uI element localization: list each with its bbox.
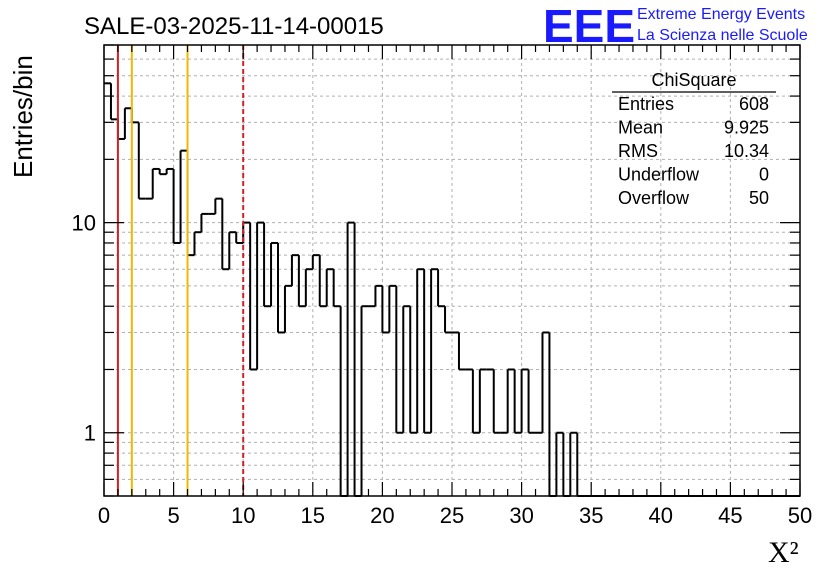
x-tick-label: 20 bbox=[370, 503, 394, 528]
y-axis-label: Entries/bin bbox=[8, 55, 38, 178]
stats-label: RMS bbox=[618, 141, 658, 161]
x-tick-label: 30 bbox=[509, 503, 533, 528]
y-tick-label: 10 bbox=[72, 211, 96, 236]
logo-letters: EEE bbox=[543, 0, 635, 52]
stats-value: 9.925 bbox=[724, 118, 769, 138]
stats-label: Underflow bbox=[618, 165, 700, 185]
logo-line-1: Extreme Energy Events bbox=[637, 6, 805, 23]
logo-line-2: La Scienza nelle Scuole bbox=[637, 27, 808, 44]
stats-title: ChiSquare bbox=[651, 70, 736, 90]
x-tick-label: 10 bbox=[231, 503, 255, 528]
stats-label: Overflow bbox=[618, 188, 690, 208]
histogram bbox=[104, 82, 800, 497]
stats-label: Mean bbox=[618, 118, 663, 138]
x-tick-label: 15 bbox=[301, 503, 325, 528]
grid bbox=[104, 45, 800, 496]
x-tick-label: 45 bbox=[718, 503, 742, 528]
x-tick-label: 40 bbox=[649, 503, 673, 528]
x-axis-label: X² bbox=[768, 536, 799, 569]
stats-value: 0 bbox=[759, 165, 769, 185]
cut-lines bbox=[116, 45, 245, 496]
x-tick-label: 50 bbox=[788, 503, 812, 528]
y-tick-label: 1 bbox=[84, 421, 96, 446]
x-tick-label: 5 bbox=[167, 503, 179, 528]
x-axis: 0 5 10 15 20 25 30 35 40 45 50 bbox=[98, 45, 812, 528]
x-tick-label: 0 bbox=[98, 503, 110, 528]
stats-box: ChiSquare Entries 608 Mean 9.925 RMS 10.34 Und… bbox=[612, 70, 776, 208]
eee-logo: EEE Extreme Energy Events La Scienza nel… bbox=[543, 0, 808, 52]
stats-label: Entries bbox=[618, 94, 674, 114]
stats-rows: Entries 608 Mean 9.925 RMS 10.34 Underflow 0 Ove… bbox=[618, 94, 769, 208]
chart-title: SALE-03-2025-11-14-00015 bbox=[84, 13, 384, 40]
stats-value: 50 bbox=[749, 188, 769, 208]
y-axis: 1 10 bbox=[72, 44, 800, 497]
x-tick-label: 35 bbox=[579, 503, 603, 528]
stats-value: 10.34 bbox=[724, 141, 769, 161]
stats-value: 608 bbox=[739, 94, 769, 114]
x-tick-label: 25 bbox=[440, 503, 464, 528]
